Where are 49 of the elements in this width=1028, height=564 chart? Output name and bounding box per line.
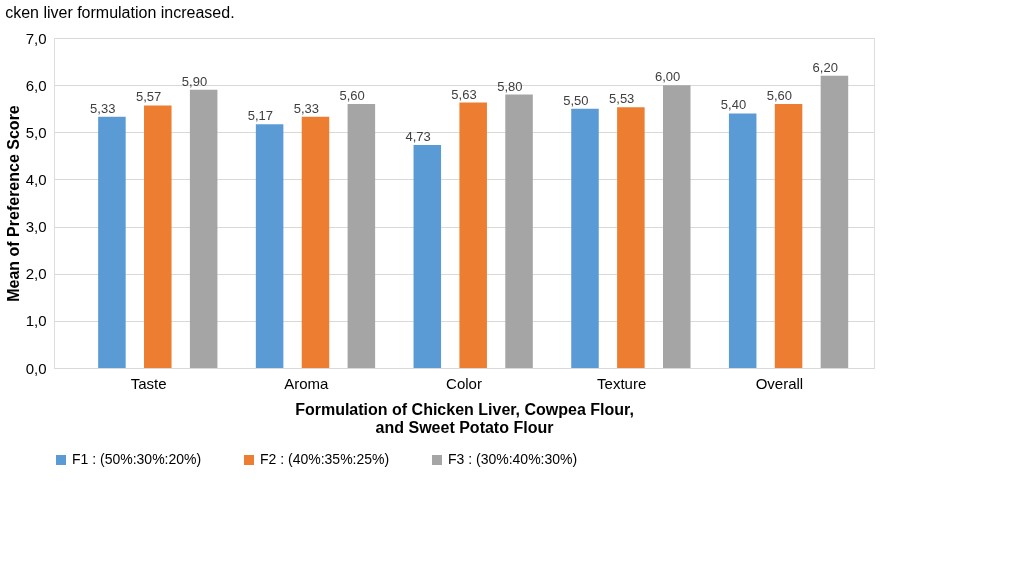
y-tick-label: 0,0 (25, 359, 47, 377)
x-tick-label: Overall (755, 374, 804, 392)
data-label: 5,40 (720, 97, 747, 113)
x-tick-label: Aroma (284, 374, 330, 392)
legend-label: F1 : (50%:30%:20%) (72, 451, 202, 467)
data-label: 5,53 (609, 91, 635, 107)
y-tick-label: 2,0 (25, 265, 47, 283)
bar (820, 75, 849, 368)
bar (617, 107, 645, 368)
data-label: 5,80 (497, 78, 523, 94)
bar (189, 89, 218, 368)
bar (98, 116, 126, 368)
bar (255, 124, 284, 368)
bar (728, 113, 757, 368)
data-label: 5,60 (339, 88, 365, 103)
bar (301, 116, 330, 368)
data-label: 5,60 (766, 88, 793, 103)
bar (505, 94, 533, 368)
y-axis-title: Mean of Preference Score (4, 105, 22, 302)
data-label: 6,20 (812, 59, 838, 75)
y-tick-label: 1,0 (25, 312, 47, 330)
data-label: 5,57 (135, 89, 162, 105)
x-tick-label: Color (446, 374, 482, 392)
bar (413, 145, 442, 368)
y-tick-label: 4,0 (25, 170, 47, 188)
text: cken liver formulation increased. (5, 4, 235, 21)
y-tick-label: 6,0 (25, 76, 47, 94)
data-label: 5,50 (563, 92, 589, 108)
bar (662, 85, 691, 368)
bar (571, 108, 599, 368)
legend-label: F2 : (40%:35%:25%) (260, 451, 390, 467)
data-label: 6,00 (654, 69, 681, 85)
data-label: 5,90 (181, 73, 208, 89)
bar (347, 104, 376, 368)
x-tick-label: Texture (597, 374, 647, 392)
y-tick-label: 5,0 (25, 123, 47, 141)
data-label: 5,63 (451, 86, 477, 102)
x-axis-title: Formulation of Chicken Liver, Cowpea Flour, and Sweet Potato Flour (295, 400, 634, 436)
bar (459, 102, 487, 368)
data-label: 4,73 (405, 129, 431, 145)
legend-label: F3 : (30%:40%:30%) (448, 451, 578, 467)
data-label: 5,33 (293, 100, 319, 116)
bar (144, 105, 172, 368)
data-label: 5,17 (247, 108, 274, 124)
x-tick-label: Taste (130, 374, 167, 392)
y-tick-label: 3,0 (25, 218, 47, 236)
bar (774, 104, 803, 368)
data-label: 5,33 (90, 100, 116, 116)
y-tick-label: 7,0 (25, 29, 47, 47)
